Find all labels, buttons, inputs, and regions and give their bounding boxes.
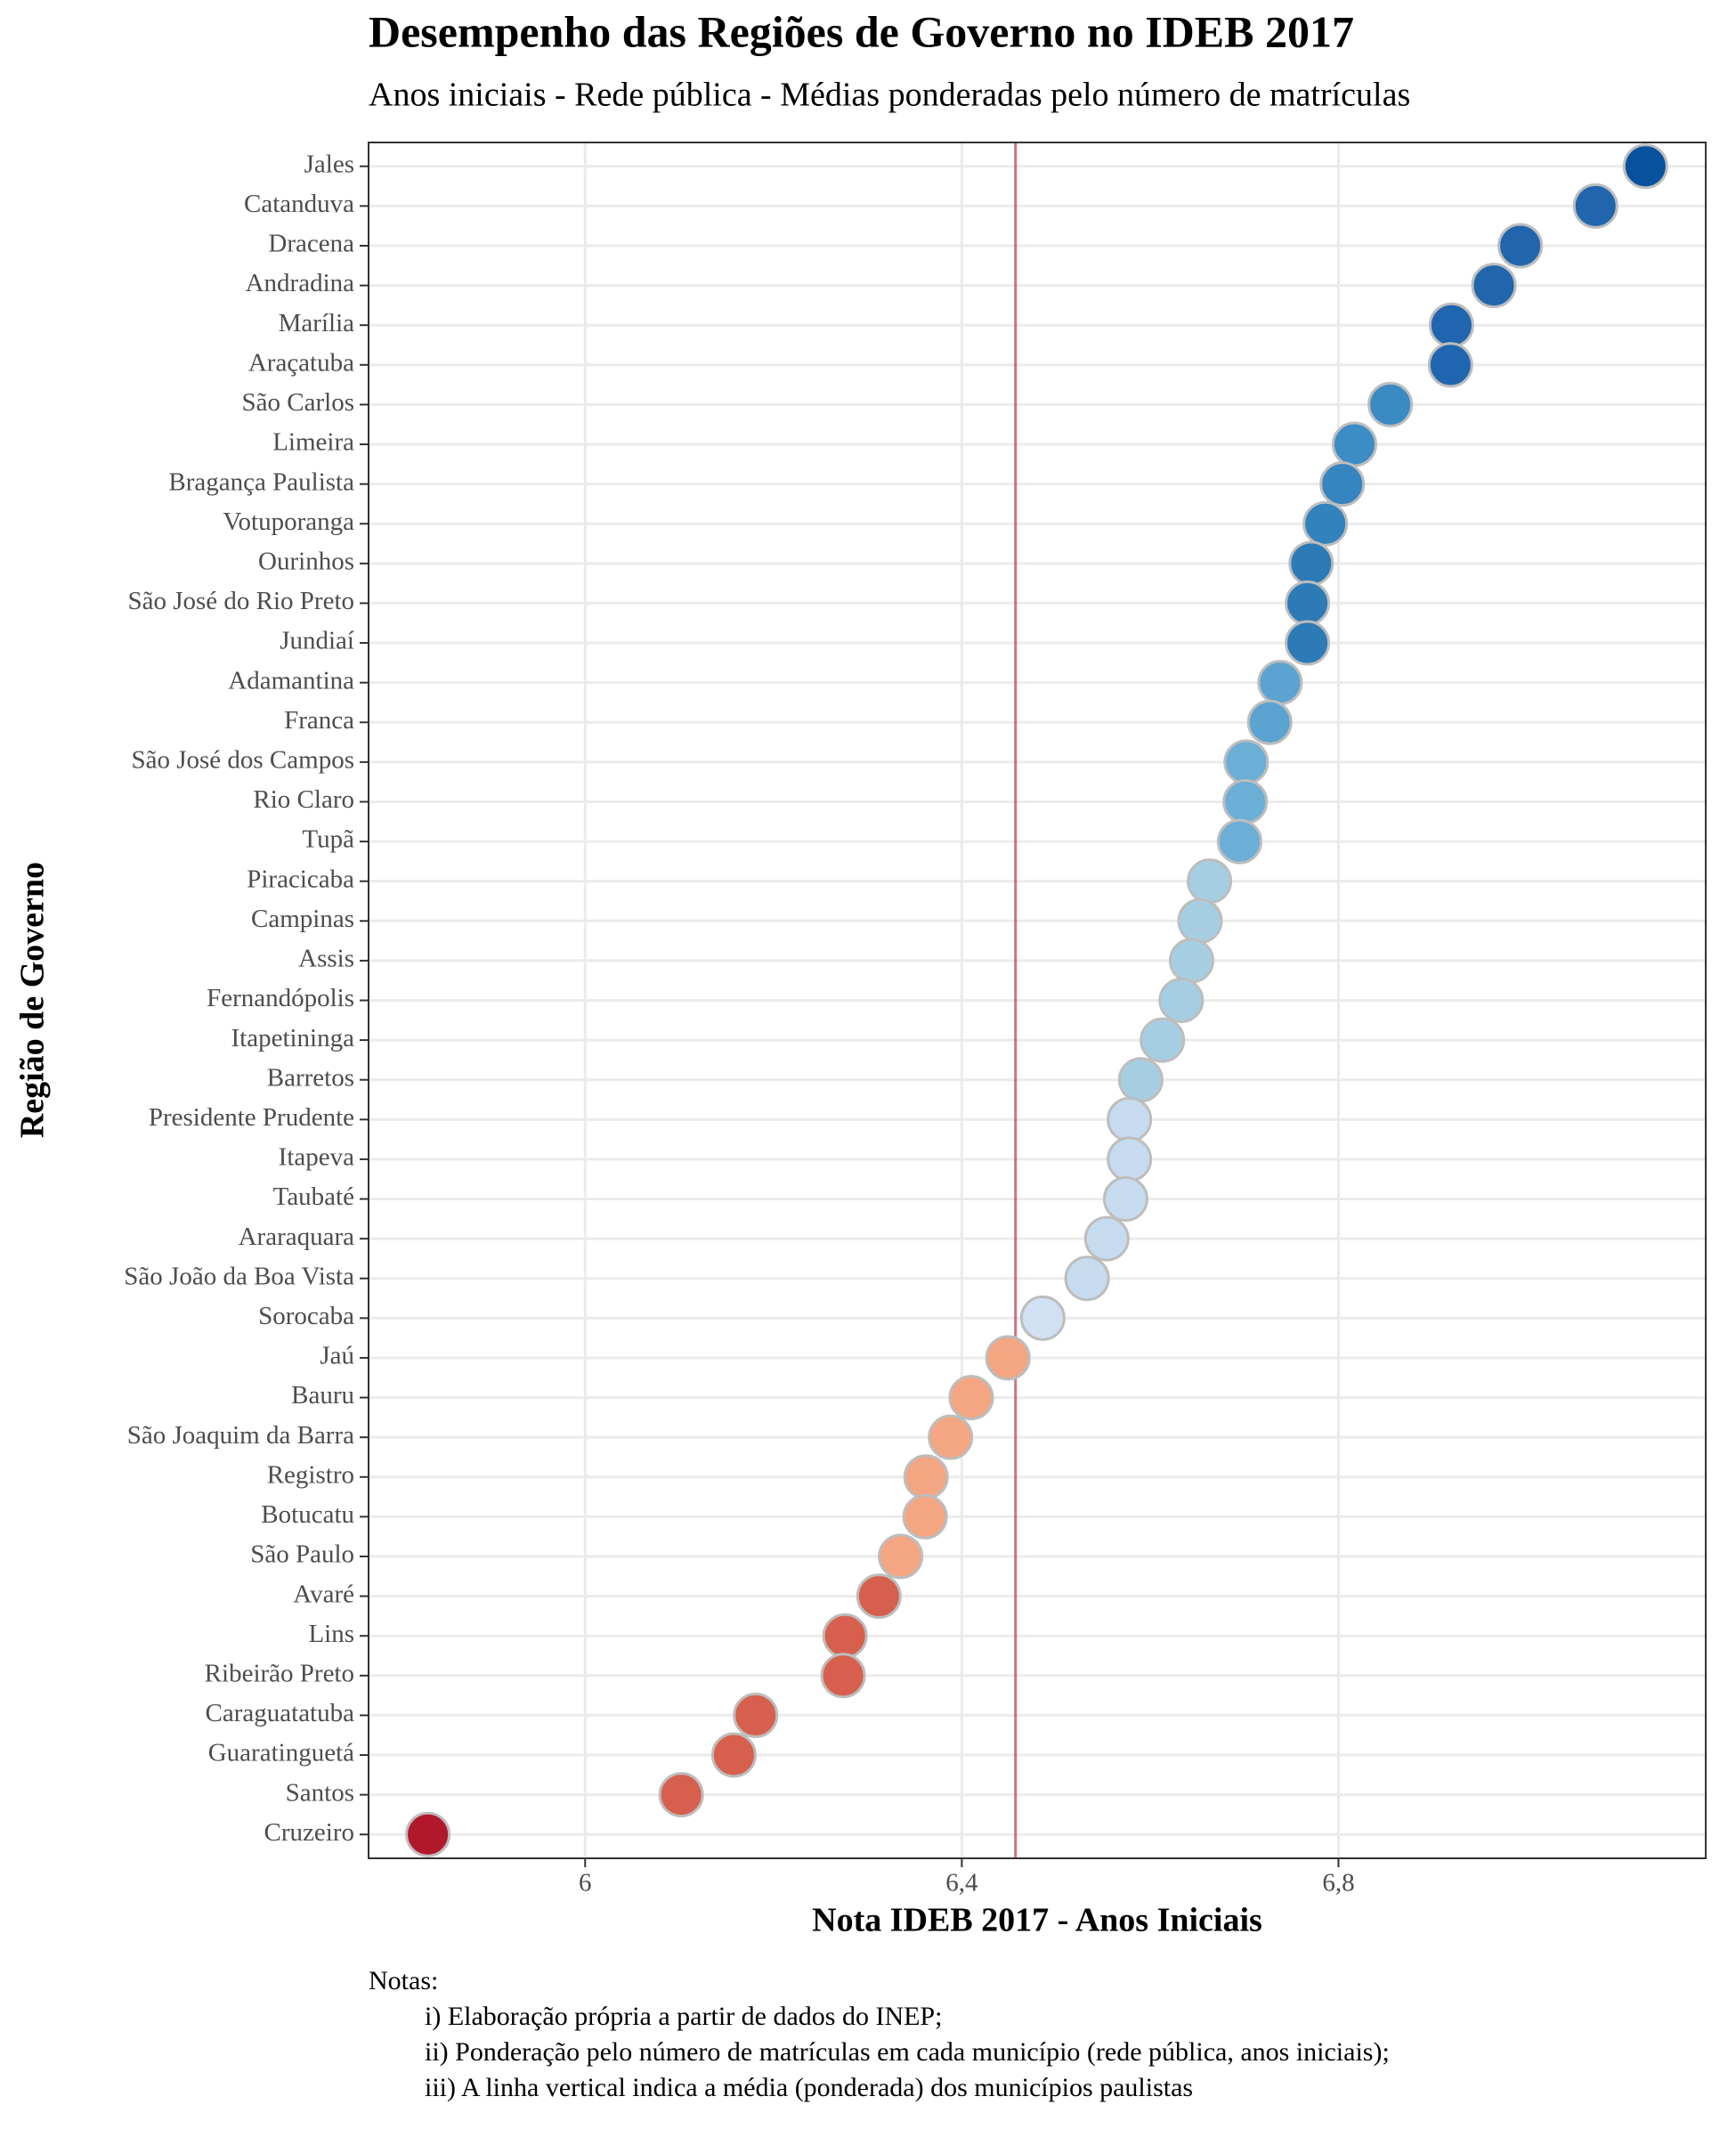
- y-tick-label: Catanduva: [244, 190, 354, 218]
- y-tick-label: Sorocaba: [258, 1302, 354, 1330]
- dot: [1331, 421, 1377, 467]
- y-axis-title: Região de Governo: [14, 862, 52, 1138]
- y-tick-label: Barretos: [267, 1063, 354, 1092]
- y-tick-label: Tupã: [302, 825, 354, 854]
- y-tick-label: São José do Rio Preto: [127, 587, 354, 615]
- dot: [1083, 1215, 1130, 1262]
- y-tick-label: Presidente Prudente: [149, 1103, 354, 1132]
- dot: [1019, 1295, 1066, 1341]
- y-tick-label: Ribeirão Preto: [205, 1659, 354, 1687]
- chart-subtitle: Anos iniciais - Rede pública - Médias po…: [369, 77, 1410, 114]
- note: ii) Ponderação pelo número de matrículas…: [425, 2037, 1390, 2067]
- y-tick-label: Araraquara: [239, 1223, 355, 1251]
- dot: [856, 1573, 902, 1620]
- y-tick-label: Votuporanga: [223, 508, 354, 536]
- y-tick-label: Rio Claro: [253, 785, 354, 814]
- x-tick-label: 6,8: [1322, 1869, 1354, 1897]
- y-tick-label: Avaré: [293, 1580, 354, 1608]
- y-tick-label: Assis: [298, 945, 354, 973]
- dot: [878, 1533, 924, 1580]
- dot: [1187, 858, 1233, 905]
- x-tick-label: 6: [579, 1869, 592, 1897]
- y-tick-label: São João da Boa Vista: [124, 1262, 354, 1290]
- y-tick-label: Taubaté: [273, 1182, 354, 1211]
- dot: [1572, 183, 1618, 229]
- y-tick-label: Caraguatatuba: [206, 1699, 355, 1727]
- dot: [710, 1732, 757, 1778]
- dot: [903, 1454, 949, 1500]
- y-tick-label: Adamantina: [228, 666, 354, 695]
- y-tick-label: Bragança Paulista: [168, 467, 354, 496]
- dot: [1102, 1176, 1148, 1223]
- dot: [1302, 500, 1349, 547]
- y-tick-label: Ourinhos: [258, 547, 354, 575]
- dot: [948, 1375, 994, 1421]
- dot: [985, 1335, 1031, 1381]
- note: i) Elaboração própria a partir de dados …: [425, 2002, 942, 2031]
- x-tick-label: 6,4: [945, 1869, 978, 1897]
- y-tick-label: Botucatu: [261, 1500, 354, 1529]
- dot: [733, 1692, 779, 1738]
- dot: [820, 1653, 866, 1699]
- y-tick-label: Marília: [279, 309, 354, 337]
- y-tick-label: Piracicaba: [247, 865, 354, 893]
- note: iii) A linha vertical indica a média (po…: [425, 2073, 1193, 2102]
- dot: [1107, 1096, 1153, 1142]
- dot: [1622, 143, 1668, 190]
- y-tick-label: Guaratinguetá: [208, 1739, 354, 1767]
- notes-title: Notas:: [369, 1966, 438, 1995]
- dot: [658, 1772, 704, 1818]
- dot: [1367, 381, 1414, 427]
- dot: [902, 1493, 948, 1540]
- dot: [1177, 898, 1223, 944]
- y-tick-label: Itapeva: [279, 1143, 354, 1172]
- y-tick-label: Lins: [308, 1620, 354, 1648]
- dot: [1168, 938, 1214, 984]
- x-axis-title: Nota IDEB 2017 - Anos Iniciais: [812, 1902, 1262, 1939]
- dot: [1428, 302, 1474, 348]
- y-tick-label: Cruzeiro: [264, 1818, 354, 1847]
- dot: [1216, 818, 1262, 865]
- y-tick-label: Bauru: [291, 1381, 354, 1410]
- y-tick-label: Campinas: [251, 905, 354, 933]
- y-tick-label: Dracena: [268, 230, 354, 258]
- y-tick-label: Jaú: [320, 1342, 354, 1370]
- y-tick-label: São Paulo: [250, 1540, 354, 1569]
- y-tick-label: São Carlos: [242, 388, 354, 417]
- y-tick-label: Franca: [284, 706, 354, 735]
- dot: [405, 1811, 451, 1857]
- dot: [1427, 342, 1473, 388]
- dot: [1319, 461, 1366, 508]
- y-tick-label: Andradina: [246, 269, 355, 297]
- y-tick-label: Limeira: [272, 428, 354, 457]
- y-tick-label: Itapetininga: [231, 1024, 354, 1052]
- dot: [1064, 1255, 1110, 1302]
- chart-title: Desempenho das Regiões de Governo no IDE…: [369, 6, 1354, 56]
- y-tick-label: Araçatuba: [248, 348, 354, 377]
- dot: [1497, 223, 1544, 269]
- dot: [1117, 1057, 1164, 1103]
- dot: [1471, 263, 1517, 309]
- y-tick-label: Jundiaí: [280, 627, 354, 655]
- y-tick-label: Santos: [286, 1778, 354, 1807]
- y-tick-label: São Joaquim da Barra: [127, 1421, 354, 1450]
- y-tick-label: Fernandópolis: [207, 984, 354, 1012]
- dot: [822, 1613, 868, 1659]
- y-tick-label: Registro: [267, 1460, 354, 1489]
- dot: [1223, 739, 1270, 785]
- dot: [1257, 660, 1303, 706]
- dot: [1107, 1136, 1153, 1182]
- dot: [928, 1414, 974, 1460]
- dot: [1246, 699, 1293, 745]
- dot: [1222, 778, 1269, 825]
- y-tick-label: Jales: [304, 150, 354, 178]
- dot: [1285, 580, 1331, 626]
- dot: [1285, 620, 1331, 666]
- dot: [1140, 1017, 1186, 1063]
- dot: [1158, 978, 1205, 1023]
- y-tick-label: São José dos Campos: [131, 746, 354, 775]
- dot: [1288, 540, 1334, 587]
